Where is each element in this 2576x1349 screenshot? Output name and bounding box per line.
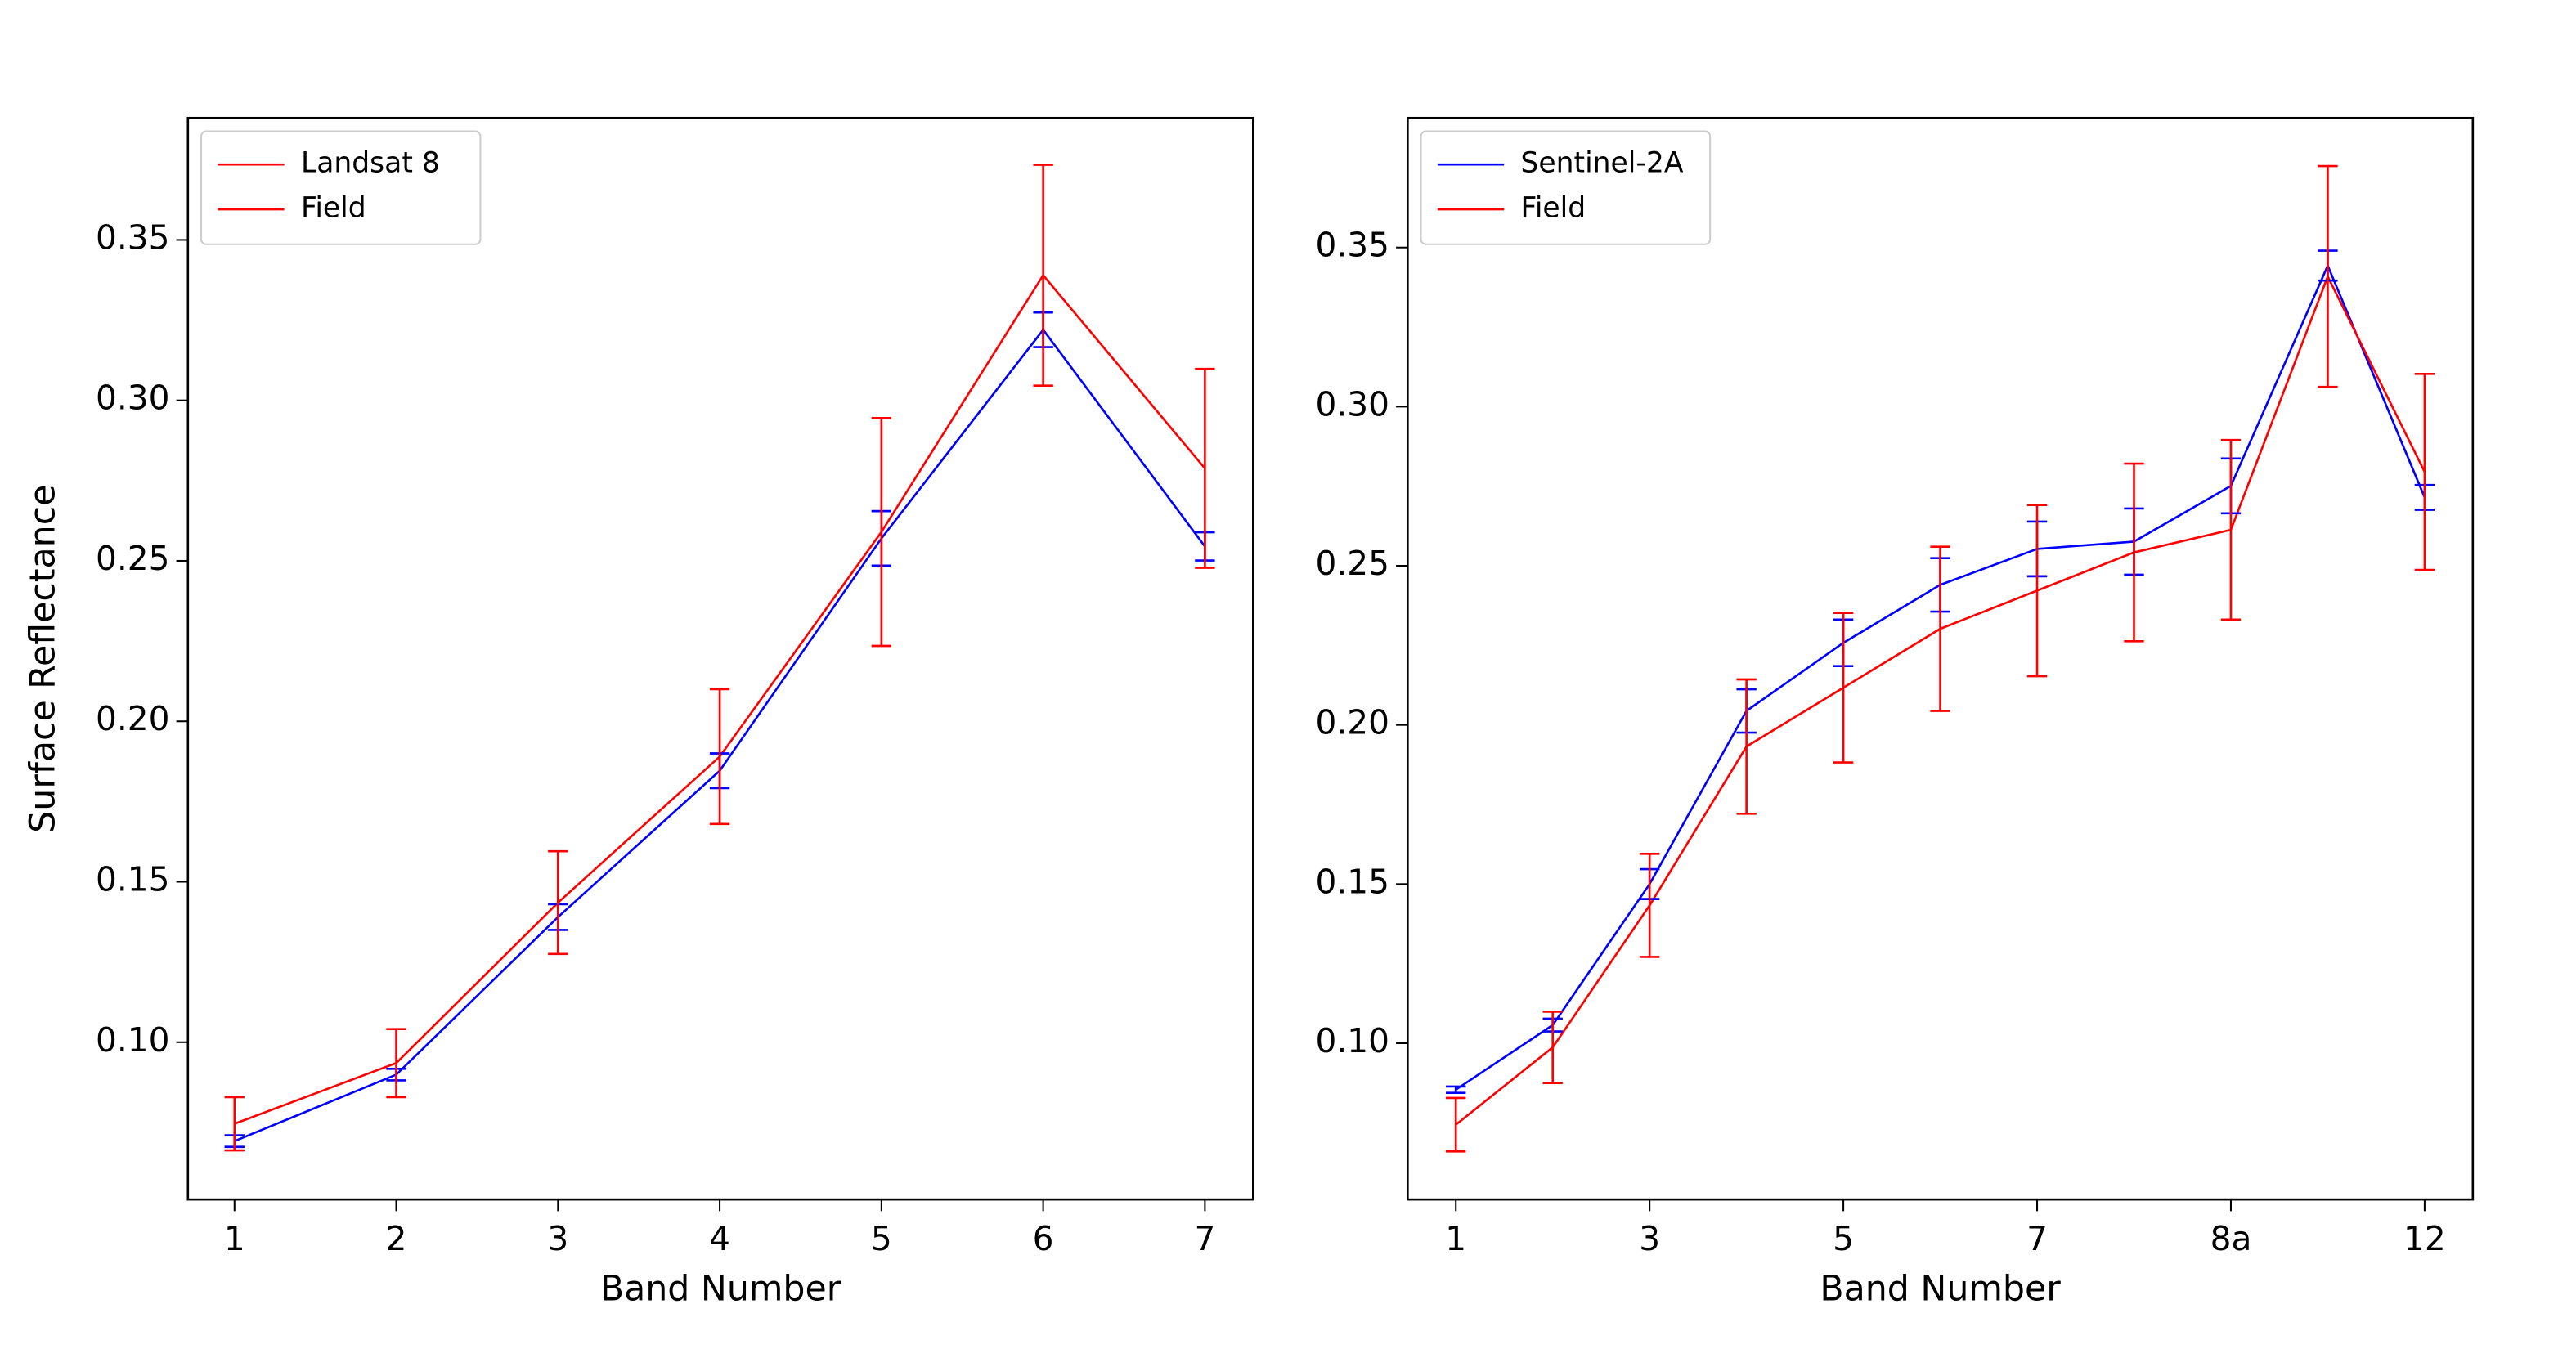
y-tick-label: 0.30 [1315, 384, 1389, 424]
error-bar [1639, 853, 1660, 958]
legend: Landsat 8 Field [200, 130, 482, 245]
error-bar [1930, 545, 1950, 712]
y-tick-label: 0.20 [96, 699, 169, 738]
x-tick-label: 5 [871, 1219, 892, 1258]
error-bar [2026, 504, 2048, 678]
error-bar [1195, 367, 1215, 569]
legend-label: Sentinel-2A [1520, 147, 1683, 180]
x-tick-label: 7 [2026, 1219, 2048, 1258]
y-tick-label: 0.15 [1315, 862, 1389, 901]
x-tick-label: 2 [386, 1219, 407, 1258]
legend: Sentinel-2A Field [1420, 130, 1712, 245]
error-bar [1033, 164, 1053, 387]
x-tick-label: 12 [2403, 1219, 2446, 1258]
error-bar [1736, 678, 1757, 815]
x-tick-label: 8a [2210, 1219, 2252, 1258]
error-bar [548, 849, 568, 956]
x-tick-label: 1 [1445, 1219, 1466, 1258]
x-tick-label: 1 [224, 1219, 245, 1258]
y-tick-label: 0.30 [96, 379, 169, 418]
error-bar [2414, 372, 2435, 571]
error-bar [224, 1096, 245, 1152]
x-tick-label: 6 [1033, 1219, 1054, 1258]
error-bar [1446, 1096, 1466, 1153]
error-bar [386, 1028, 406, 1099]
error-bar [2220, 438, 2242, 621]
error-bar [709, 688, 730, 826]
y-tick-label: 0.35 [96, 217, 169, 257]
y-tick-label: 0.25 [96, 539, 169, 578]
y-tick-label: 0.15 [96, 860, 169, 899]
error-bar [1833, 612, 1854, 764]
error-bar [1446, 1085, 1466, 1095]
error-bar [2318, 164, 2338, 388]
legend-label: Field [1520, 192, 1586, 225]
y-tick-label: 0.35 [1315, 226, 1389, 265]
x-axis-label: Band Number [600, 1268, 841, 1309]
y-tick-label: 0.10 [1315, 1021, 1389, 1060]
legend-frame [200, 130, 482, 245]
error-bar [871, 416, 892, 648]
y-tick-label: 0.25 [1315, 544, 1389, 583]
x-tick-label: 3 [547, 1219, 568, 1258]
y-axis-label: Surface Reflectance [23, 485, 64, 833]
legend-frame [1420, 130, 1712, 245]
x-tick-label: 4 [709, 1219, 730, 1258]
legend-label: Landsat 8 [301, 147, 440, 180]
error-bar [1542, 1011, 1563, 1084]
x-tick-label: 5 [1833, 1219, 1854, 1258]
legend-label: Field [301, 192, 366, 225]
x-tick-label: 3 [1639, 1219, 1660, 1258]
y-tick-label: 0.20 [1315, 703, 1389, 742]
subplot: 1 2 3 4 5 6 7 0.10 0.15 0.20 0.25 0.30 0.35 Band Numb… [23, 116, 1254, 1309]
subplot: 1 3 5 7 8a 12 0.10 0.15 0.20 0.25 0.30 0.35 Band Num… [1315, 116, 2475, 1309]
x-tick-label: 7 [1194, 1219, 1215, 1258]
plot-frame [186, 116, 1254, 1201]
x-axis-label: Band Number [1820, 1268, 2061, 1309]
plot-frame [1406, 116, 2475, 1201]
y-tick-label: 0.10 [96, 1020, 169, 1060]
error-bar [2124, 462, 2144, 643]
